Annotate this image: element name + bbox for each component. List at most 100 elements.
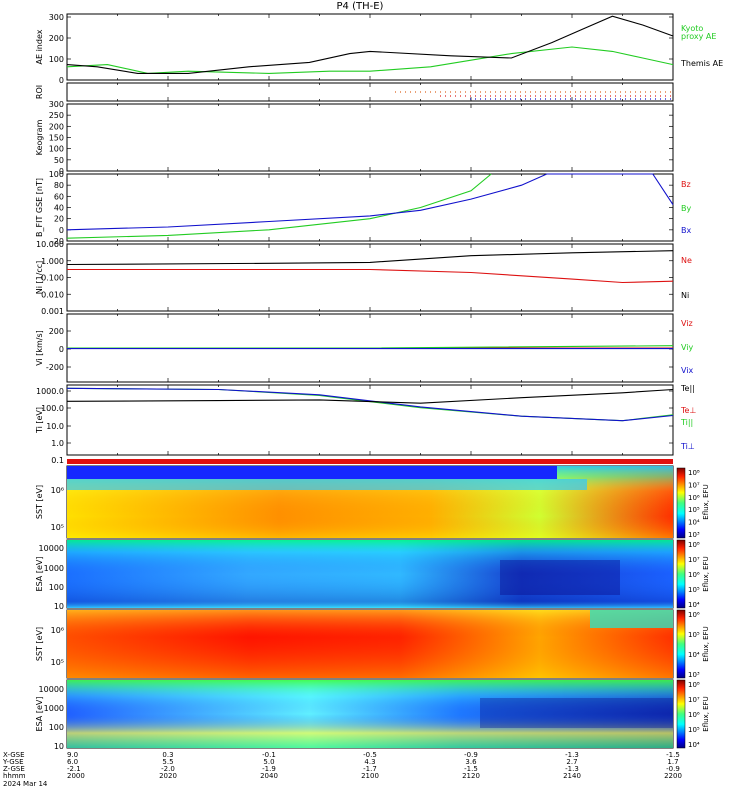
y-axis-label: SST [eV] — [35, 485, 44, 519]
x-axis-value: 4.3 — [364, 758, 375, 766]
x-axis-value: -2.0 — [161, 765, 175, 773]
x-axis-value: -1.3 — [565, 751, 579, 759]
sst-ion-top-patch — [590, 610, 673, 628]
colorbar-tick-label: 10⁴ — [688, 651, 700, 659]
series-line-ti- — [66, 387, 674, 422]
y-axis-label: B_FIT GSE [nT] — [35, 178, 44, 237]
colorbar-tick-label: 10³ — [688, 671, 700, 679]
panel-frame-temperature — [66, 384, 674, 456]
y-tick-label: 100 — [49, 55, 64, 64]
y-tick-label: 250 — [49, 111, 64, 120]
legend-entry: Bx — [681, 226, 691, 235]
x-axis-value: -1.7 — [363, 765, 377, 773]
x-axis-value: 2200 — [664, 772, 682, 780]
y-tick-label: 0 — [59, 167, 64, 176]
y-tick-label: 10.0 — [46, 422, 64, 431]
x-axis-value: -1.3 — [565, 765, 579, 773]
colorbar-tick-label: 10⁶ — [688, 611, 700, 619]
y-tick-label: 10⁶ — [51, 626, 64, 635]
legend-entry: Kyoto — [681, 24, 703, 33]
colorbar-tick-label: 10⁷ — [688, 556, 700, 564]
y-tick-label: 200 — [49, 327, 64, 336]
x-axis-value: 5.5 — [162, 758, 173, 766]
y-tick-label: -20 — [51, 237, 64, 246]
x-axis-value: 9.0 — [67, 751, 78, 759]
series-lines — [66, 15, 674, 422]
y-tick-label: 1.000 — [41, 257, 64, 266]
separator-bar — [67, 459, 673, 464]
x-axis-value: 0.3 — [162, 751, 173, 759]
colorbar-tick-label: 10⁴ — [688, 519, 700, 527]
colorbar-tick-label: 10⁸ — [688, 541, 700, 549]
panel-frame-density — [66, 243, 674, 312]
colorbar-tick-label: 10⁵ — [688, 726, 700, 734]
y-tick-label: 300 — [49, 13, 64, 22]
colorbar-label: Eflux, EFU — [702, 556, 710, 591]
y-tick-label: 10⁶ — [51, 486, 64, 495]
y-tick-label: 150 — [49, 134, 64, 143]
x-axis-row-label: hhmm — [3, 772, 26, 780]
colorbar-sst-e — [676, 467, 686, 539]
y-tick-label: 10⁵ — [51, 658, 64, 667]
sst-electron-top-band — [67, 466, 557, 479]
y-tick-label: 0.1 — [51, 456, 64, 465]
series-line-by — [66, 173, 492, 239]
y-tick-label: 100.0 — [41, 404, 64, 413]
y-tick-label: 0.100 — [41, 274, 64, 283]
y-tick-label: 0 — [59, 226, 64, 235]
sst-ion-overlay — [67, 610, 673, 678]
x-axis-value: -1.9 — [262, 765, 276, 773]
y-tick-label: 10000 — [39, 685, 64, 694]
colorbar-tick-label: 10⁵ — [688, 506, 700, 514]
colorbars — [676, 467, 686, 749]
colorbar-tick-label: 10⁵ — [688, 586, 700, 594]
y-tick-label: 0.001 — [41, 307, 64, 316]
spectrograms — [67, 466, 673, 748]
esa-electron-overlay — [67, 540, 673, 608]
legend-entry: proxy AE — [681, 32, 716, 41]
y-tick-label: 0 — [59, 345, 64, 354]
colorbar-tick-label: 10⁴ — [688, 601, 700, 609]
y-tick-label: 200 — [49, 122, 64, 131]
y-tick-label: 100 — [49, 145, 64, 154]
colorbar-tick-label: 10⁶ — [688, 494, 700, 502]
legend-entry: Viz — [681, 319, 693, 328]
legend-entry: Te|| — [680, 384, 695, 393]
y-tick-label: 200 — [49, 34, 64, 43]
x-axis-value: 2140 — [563, 772, 581, 780]
colorbar-esa-i — [676, 679, 686, 749]
y-axis-label: Vi [km/s] — [35, 330, 44, 366]
colorbar-label: Eflux, EFU — [702, 484, 710, 519]
y-tick-label: 1000 — [44, 704, 64, 713]
y-axis-label: Ti [eV] — [35, 407, 44, 434]
y-tick-label: 100 — [49, 170, 64, 179]
x-axis-value: 3.6 — [465, 758, 477, 766]
x-axis-value: 2100 — [361, 772, 379, 780]
y-axis-label: SST [eV] — [35, 627, 44, 661]
legend-entry: Ti⊥ — [680, 442, 695, 451]
colorbar-tick-label: 10⁶ — [688, 711, 700, 719]
plot-title: P4 (TH-E) — [337, 1, 384, 12]
x-axis-value: -0.9 — [666, 765, 680, 773]
legend-entry: Te⊥ — [680, 406, 696, 415]
x-axis-value: 5.0 — [263, 758, 274, 766]
axis-labels: AE index3002001000ROIKeogram300250200150… — [2, 13, 723, 788]
y-axis-label: ESA [eV] — [35, 697, 44, 732]
colorbar-tick-label: 10⁴ — [688, 741, 700, 749]
legend-entry: By — [681, 204, 691, 213]
colorbar-tick-label: 10⁶ — [688, 571, 700, 579]
y-axis-label: AE index — [35, 29, 44, 64]
series-line-ni — [66, 250, 674, 266]
y-tick-label: 10000 — [39, 544, 64, 553]
series-line-themis-ae — [66, 15, 674, 74]
y-axis-label: ESA [eV] — [35, 557, 44, 592]
y-tick-label: 100 — [49, 583, 64, 592]
colorbar-tick-label: 10⁷ — [688, 481, 700, 489]
y-tick-label: 300 — [49, 100, 64, 109]
y-axis-label: Keogram — [35, 119, 44, 155]
x-axis-value: 2.7 — [566, 758, 577, 766]
y-tick-label: 20 — [54, 215, 64, 224]
y-tick-label: 100 — [49, 723, 64, 732]
x-axis-value: 2040 — [260, 772, 278, 780]
